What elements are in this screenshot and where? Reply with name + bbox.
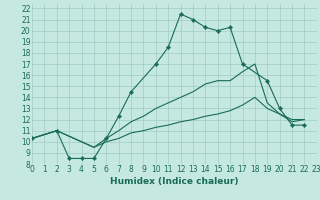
X-axis label: Humidex (Indice chaleur): Humidex (Indice chaleur) xyxy=(110,177,239,186)
